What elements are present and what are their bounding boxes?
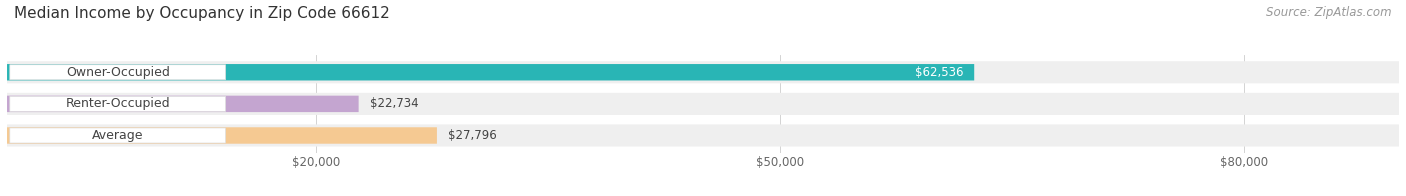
Text: Average: Average bbox=[91, 129, 143, 142]
Text: Renter-Occupied: Renter-Occupied bbox=[65, 97, 170, 110]
FancyBboxPatch shape bbox=[7, 61, 1399, 83]
FancyBboxPatch shape bbox=[7, 127, 437, 144]
FancyBboxPatch shape bbox=[7, 96, 359, 112]
FancyBboxPatch shape bbox=[10, 65, 225, 80]
Text: Owner-Occupied: Owner-Occupied bbox=[66, 66, 170, 79]
Text: $62,536: $62,536 bbox=[914, 66, 963, 79]
Text: Source: ZipAtlas.com: Source: ZipAtlas.com bbox=[1267, 6, 1392, 19]
FancyBboxPatch shape bbox=[7, 124, 1399, 147]
FancyBboxPatch shape bbox=[10, 128, 225, 143]
Text: Median Income by Occupancy in Zip Code 66612: Median Income by Occupancy in Zip Code 6… bbox=[14, 6, 389, 21]
Text: $22,734: $22,734 bbox=[370, 97, 419, 110]
Text: $27,796: $27,796 bbox=[449, 129, 496, 142]
FancyBboxPatch shape bbox=[7, 64, 974, 81]
FancyBboxPatch shape bbox=[10, 96, 225, 111]
FancyBboxPatch shape bbox=[7, 93, 1399, 115]
